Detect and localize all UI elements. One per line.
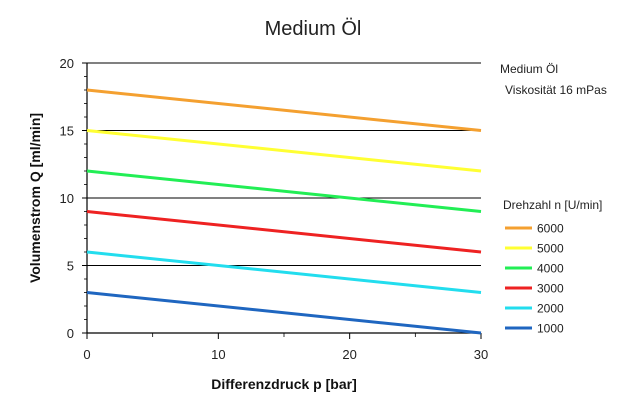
series-line-6000 — [86, 88, 482, 132]
x-tick-label: 0 — [83, 347, 90, 362]
series-line-1000 — [86, 291, 482, 335]
legend-label-2000: 2000 — [537, 302, 564, 316]
x-tick-label: 10 — [211, 347, 225, 362]
y-tick-label: 0 — [67, 326, 74, 341]
legend-label-6000: 6000 — [537, 222, 564, 236]
tick-labels: 0 5 10 15 20 0 10 20 30 — [60, 56, 489, 362]
legend: 6000 5000 4000 3000 2000 1000 — [505, 222, 564, 336]
legend-label-3000: 3000 — [537, 282, 564, 296]
medium-note: Medium Öl — [500, 62, 558, 76]
y-tick-label: 15 — [60, 124, 74, 139]
series-line-4000 — [86, 169, 482, 213]
series-lines — [86, 88, 482, 335]
chart-title: Medium Öl — [265, 18, 362, 40]
legend-label-5000: 5000 — [537, 242, 564, 256]
y-tick-label: 20 — [60, 56, 74, 71]
y-axis-title: Volumenstrom Q [ml/min] — [27, 113, 43, 283]
x-tick-label: 30 — [474, 347, 488, 362]
y-tick-label: 10 — [60, 191, 74, 206]
viscosity-note: Viskosität 16 mPas — [505, 83, 607, 97]
series-line-3000 — [86, 210, 482, 254]
legend-label-4000: 4000 — [537, 262, 564, 276]
y-tick-label: 5 — [67, 259, 74, 274]
x-tick-label: 20 — [342, 347, 356, 362]
series-line-5000 — [86, 129, 482, 173]
legend-title: Drehzahl n [U/min] — [503, 198, 602, 212]
x-axis-title: Differenzdruck p [bar] — [211, 376, 356, 392]
grid — [87, 62, 481, 266]
axes — [82, 62, 482, 339]
legend-label-1000: 1000 — [537, 322, 564, 336]
series-line-2000 — [86, 250, 482, 294]
